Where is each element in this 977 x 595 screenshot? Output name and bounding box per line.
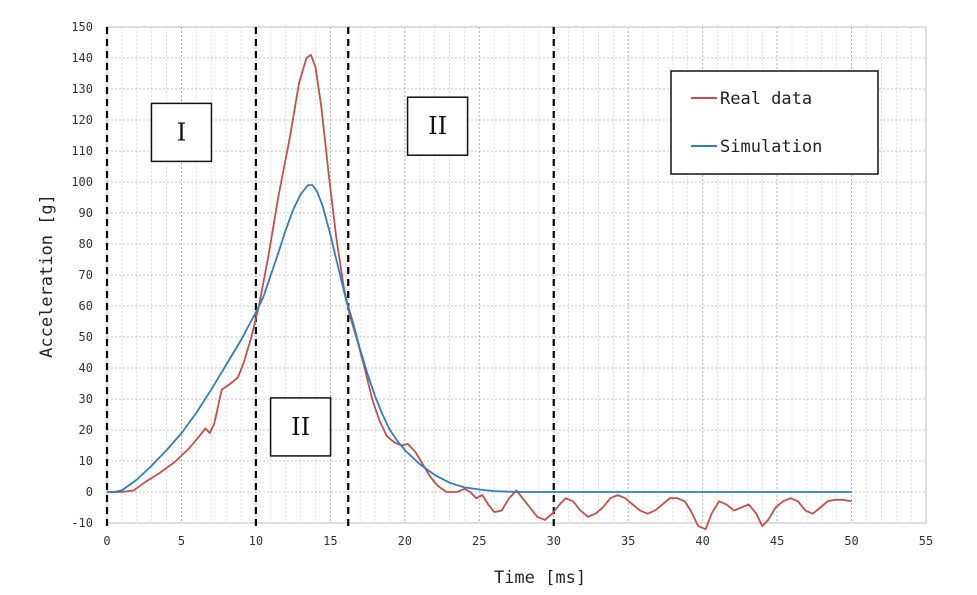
x-axis-title: Time [ms] [494,568,586,588]
region-label-box [269,397,332,457]
y-tick-label: 30 [79,392,93,406]
region-label-text: I [177,118,186,146]
y-axis-title: Acceleration [g] [37,194,57,358]
y-tick-label: 140 [71,51,93,65]
y-tick-label: 70 [79,268,93,282]
region-label-box [150,102,213,163]
legend-label-real-data: Real data [720,89,812,109]
x-tick-label: 15 [323,534,337,548]
x-tick-label: 55 [919,534,933,548]
legend: Real data Simulation [670,70,879,175]
y-tick-label: -10 [71,516,93,530]
x-tick-label: 30 [547,534,561,548]
region-label: II [269,397,332,457]
y-tick-label: 130 [71,82,93,96]
x-tick-labels: 0 5 10 15 20 25 30 35 40 45 50 55 [103,534,933,548]
x-tick-label: 10 [249,534,263,548]
region-label-text: II [428,112,447,140]
y-tick-label: 0 [86,485,93,499]
phase-lines [105,27,555,531]
region-label-text: II [291,413,310,441]
y-tick-label: 100 [71,175,93,189]
plot-frame [106,26,927,524]
region-label: II [406,96,469,156]
grid [106,26,927,524]
y-tick-label: 110 [71,144,93,158]
x-tick-label: 25 [472,534,486,548]
y-tick-label: 40 [79,361,93,375]
series-line-simulation [107,184,852,493]
x-tick-label: 45 [770,534,784,548]
y-tick-label: 150 [71,20,93,34]
series-line-real-data [107,54,852,531]
x-tick-label: 50 [844,534,858,548]
y-tick-label: 80 [79,237,93,251]
y-tick-label: 90 [79,206,93,220]
y-tick-label: 20 [79,423,93,437]
region-label-box [406,96,469,156]
legend-box [670,70,879,175]
x-tick-label: 20 [398,534,412,548]
y-tick-labels: -10 0 10 20 30 40 50 60 70 80 90 100 110 120 130 140 150 [71,20,93,530]
x-tick-label: 40 [695,534,709,548]
x-tick-label: 0 [103,534,110,548]
x-tick-label: 5 [178,534,185,548]
legend-label-simulation: Simulation [720,137,822,157]
region-label: I [150,102,213,163]
y-tick-label: 10 [79,454,93,468]
y-tick-label: 120 [71,113,93,127]
x-tick-label: 35 [621,534,635,548]
y-tick-label: 50 [79,330,93,344]
y-tick-label: 60 [79,299,93,313]
series-lines [107,54,852,531]
